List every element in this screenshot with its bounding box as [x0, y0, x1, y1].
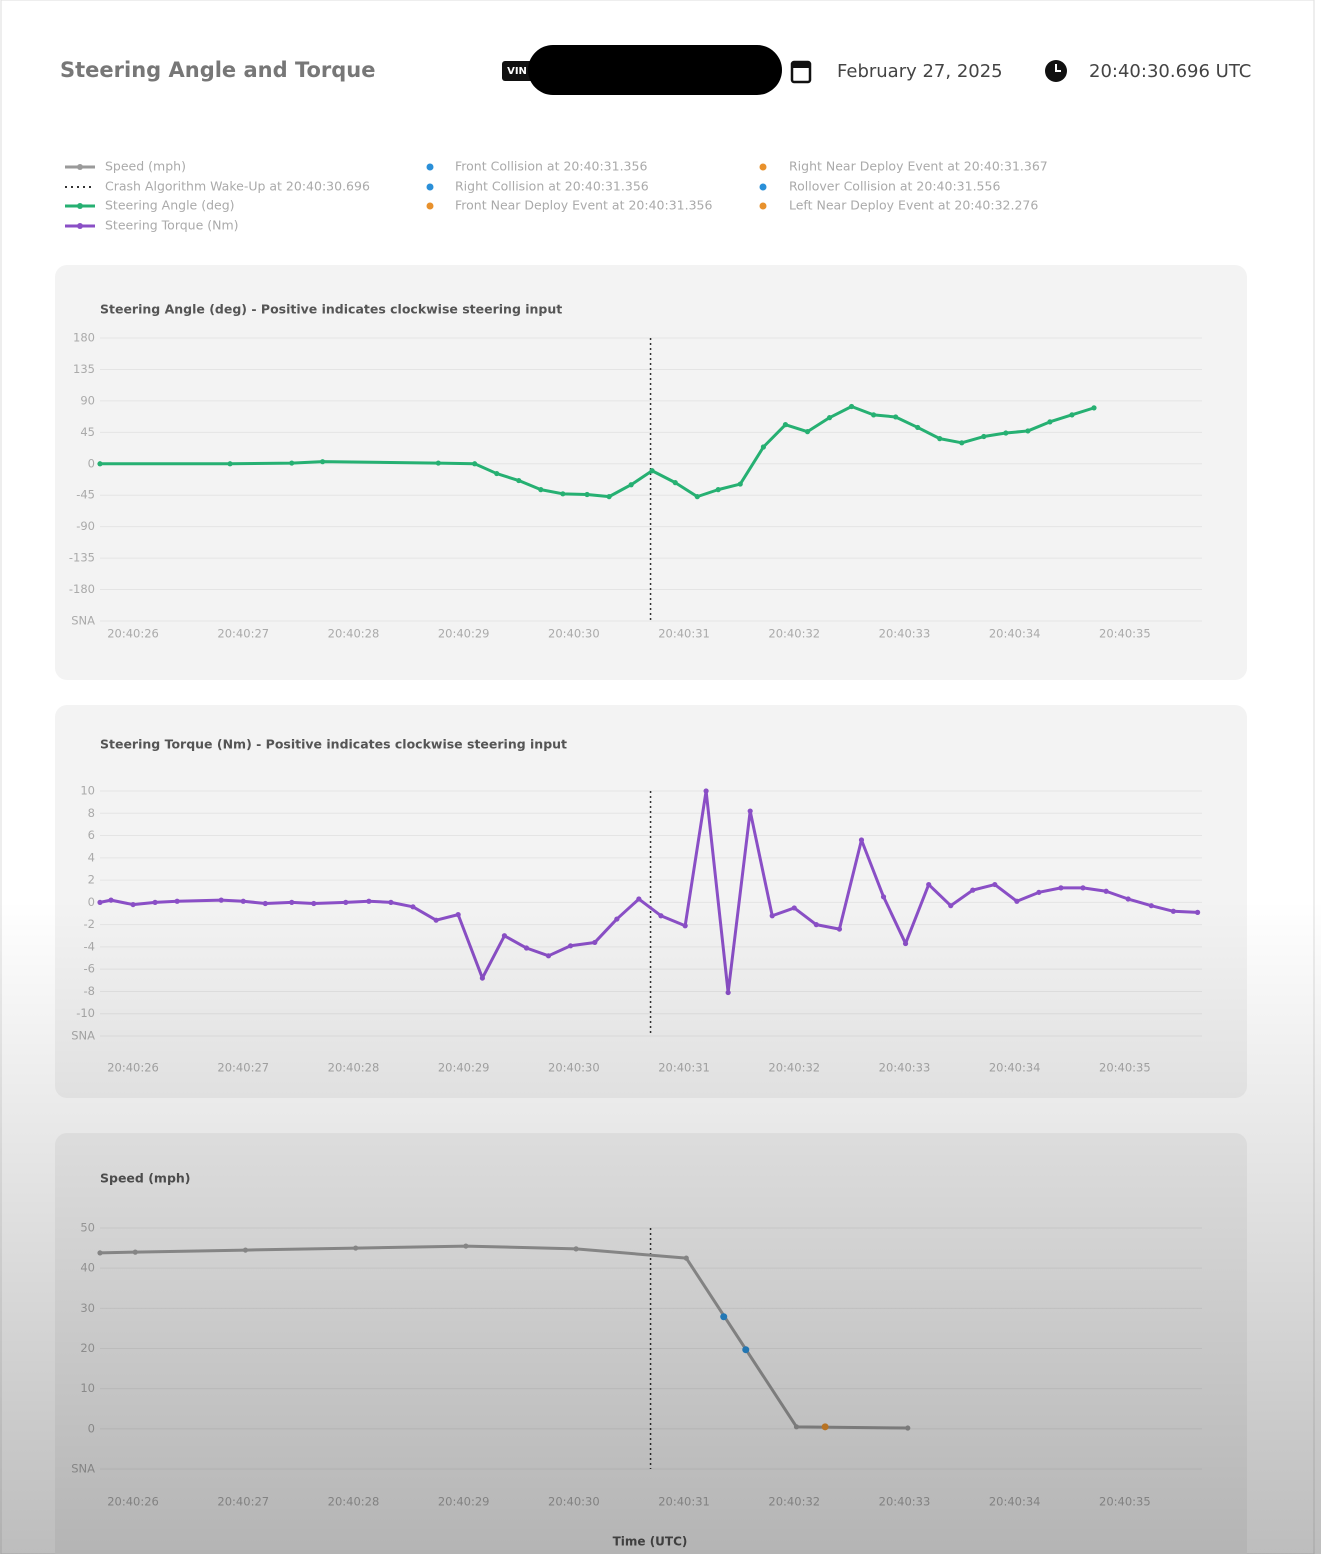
y-tick-label: -90: [76, 519, 95, 533]
y-tick-label: 45: [80, 425, 95, 439]
y-tick-label: -4: [84, 939, 95, 953]
x-tick-label: 20:40:26: [107, 627, 159, 641]
legend-label: Crash Algorithm Wake-Up at 20:40:30.696: [105, 179, 370, 194]
x-tick-label: 20:40:28: [328, 1495, 380, 1509]
x-tick-label: 20:40:35: [1099, 627, 1151, 641]
x-tick-label: 20:40:31: [658, 1061, 710, 1075]
x-tick-label: 20:40:30: [548, 1061, 600, 1075]
legend-dot: [759, 202, 767, 210]
data-line: [97, 403, 1097, 500]
legend-dot: [759, 183, 767, 191]
chart-title: Steering Angle (deg) - Positive indicate…: [100, 302, 562, 317]
y-tick-label: 8: [88, 806, 95, 820]
redaction: [528, 45, 782, 95]
legend-label: Right Collision at 20:40:31.356: [455, 179, 649, 194]
x-tick-label: 20:40:28: [328, 627, 380, 641]
y-tick-label: 180: [73, 331, 95, 345]
legend-label: Speed (mph): [105, 159, 186, 174]
x-tick-label: 20:40:27: [217, 1061, 269, 1075]
x-tick-label: 20:40:34: [989, 1061, 1041, 1075]
legend-dot: [759, 163, 767, 171]
chart-title: Speed (mph): [100, 1171, 191, 1186]
y-tick-label: 50: [80, 1221, 95, 1235]
y-tick-label: 0: [88, 1421, 95, 1435]
event-point: [742, 1346, 750, 1354]
y-tick-label: -2: [84, 917, 95, 931]
y-tick-label: -135: [69, 551, 95, 565]
x-tick-label: 20:40:26: [107, 1495, 159, 1509]
y-tick-label: 10: [80, 1381, 95, 1395]
y-tick-label: -6: [84, 962, 95, 976]
x-tick-label: 20:40:27: [217, 627, 269, 641]
y-tick-label: 40: [80, 1261, 95, 1275]
legend-label: Right Near Deploy Event at 20:40:31.367: [789, 159, 1048, 174]
x-tick-label: 20:40:26: [107, 1061, 159, 1075]
vin-badge: [502, 61, 534, 81]
x-tick-label: 20:40:33: [879, 627, 931, 641]
calendar-icon: [790, 60, 812, 84]
x-tick-label: 20:40:32: [768, 1495, 820, 1509]
x-tick-label: 20:40:29: [438, 1495, 490, 1509]
legend-dot: [77, 223, 83, 229]
x-tick-label: 20:40:34: [989, 1495, 1041, 1509]
legend-dot: [77, 164, 83, 170]
legend-label: Steering Angle (deg): [105, 198, 235, 213]
x-tick-label: 20:40:30: [548, 627, 600, 641]
legend-label: Front Collision at 20:40:31.356: [455, 159, 647, 174]
event-point: [821, 1423, 829, 1431]
y-tick-label: -10: [76, 1006, 95, 1020]
x-tick-label: 20:40:32: [768, 627, 820, 641]
x-tick-label: 20:40:31: [658, 1495, 710, 1509]
x-tick-label: 20:40:27: [217, 1495, 269, 1509]
y-tick-label: -180: [69, 582, 95, 596]
date: February 27, 2025: [837, 61, 1003, 82]
x-axis-label: Time (UTC): [613, 1535, 688, 1549]
legend-label: Steering Torque (Nm): [105, 218, 239, 233]
event-point: [720, 1313, 728, 1321]
y-tick-label: 0: [88, 456, 95, 470]
x-tick-label: 20:40:33: [879, 1061, 931, 1075]
x-tick-label: 20:40:34: [989, 627, 1041, 641]
x-tick-label: 20:40:32: [768, 1061, 820, 1075]
data-line: [97, 788, 1201, 996]
legend-label: Front Near Deploy Event at 20:40:31.356: [455, 198, 712, 213]
x-tick-label: 20:40:33: [879, 1495, 931, 1509]
legend-dot: [426, 163, 434, 171]
y-tick-label: SNA: [71, 614, 95, 628]
data-line: [97, 1243, 911, 1431]
y-tick-label: 90: [80, 393, 95, 407]
y-tick-label: 10: [80, 784, 95, 798]
clock-icon: [1045, 60, 1067, 82]
legend-dot: [426, 183, 434, 191]
y-tick-label: 30: [80, 1301, 95, 1315]
legend-dot: [426, 202, 434, 210]
y-tick-label: 2: [88, 873, 95, 887]
y-tick-label: SNA: [71, 1029, 95, 1043]
chart-title: Steering Torque (Nm) - Positive indicate…: [100, 737, 567, 752]
y-tick-label: 6: [88, 828, 95, 842]
vin-label: VIN: [507, 66, 527, 77]
x-tick-label: 20:40:29: [438, 627, 490, 641]
page-title: Steering Angle and Torque: [60, 58, 376, 82]
legend-dot: [77, 203, 83, 209]
time: 20:40:30.696 UTC: [1089, 61, 1251, 82]
x-tick-label: 20:40:31: [658, 627, 710, 641]
y-tick-label: 20: [80, 1341, 95, 1355]
x-tick-label: 20:40:29: [438, 1061, 490, 1075]
legend-label: Rollover Collision at 20:40:31.556: [789, 179, 1000, 194]
y-tick-label: SNA: [71, 1462, 95, 1476]
x-tick-label: 20:40:28: [328, 1061, 380, 1075]
y-tick-label: -45: [76, 488, 95, 502]
x-tick-label: 20:40:30: [548, 1495, 600, 1509]
y-tick-label: 0: [88, 895, 95, 909]
y-tick-label: 4: [88, 850, 95, 864]
x-tick-label: 20:40:35: [1099, 1495, 1151, 1509]
y-tick-label: -8: [84, 984, 95, 998]
x-tick-label: 20:40:35: [1099, 1061, 1151, 1075]
legend-label: Left Near Deploy Event at 20:40:32.276: [789, 198, 1038, 213]
y-tick-label: 135: [73, 362, 95, 376]
